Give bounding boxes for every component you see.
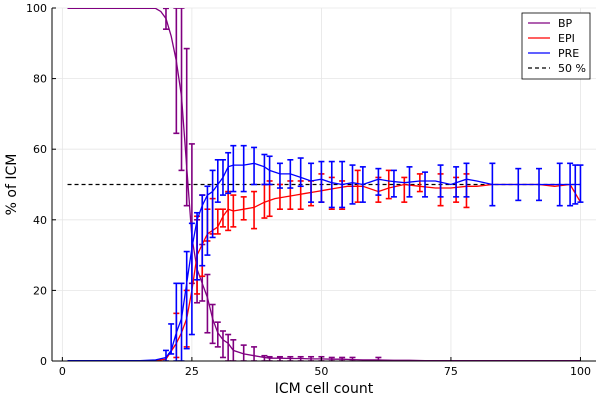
legend-label: PRE: [558, 47, 579, 60]
legend-box: [521, 12, 591, 80]
y-tick-label: 0: [40, 355, 47, 368]
x-axis-title: ICM cell count: [275, 381, 374, 397]
legend-label: EPI: [558, 32, 575, 45]
y-tick-label: 100: [26, 2, 47, 15]
series-epi: [67, 169, 582, 361]
legend-label: BP: [558, 17, 573, 30]
y-tick-label: 80: [33, 73, 47, 86]
series-bp: [67, 8, 581, 361]
legend-label: 50 %: [558, 62, 586, 75]
series-line-epi: [67, 183, 582, 361]
y-tick-label: 60: [33, 143, 47, 156]
y-axis-title: % of ICM: [4, 154, 20, 216]
series-pre: [67, 144, 584, 361]
axes: [51, 7, 596, 362]
x-tick-label: 50: [314, 365, 328, 378]
series-line-pre: [67, 162, 581, 361]
x-tick-label: 25: [185, 365, 199, 378]
x-tick-label: 0: [59, 365, 66, 378]
y-tick-label: 20: [33, 284, 47, 297]
y-tick-label: 40: [33, 214, 47, 227]
legend: BP EPI PRE 50 %: [521, 12, 591, 80]
x-tick-label: 100: [570, 365, 591, 378]
tick-labels: 0 25 50 75 100 0 20 40 60 80 100: [26, 2, 591, 378]
x-tick-label: 75: [444, 365, 458, 378]
series-layer: [67, 8, 584, 361]
